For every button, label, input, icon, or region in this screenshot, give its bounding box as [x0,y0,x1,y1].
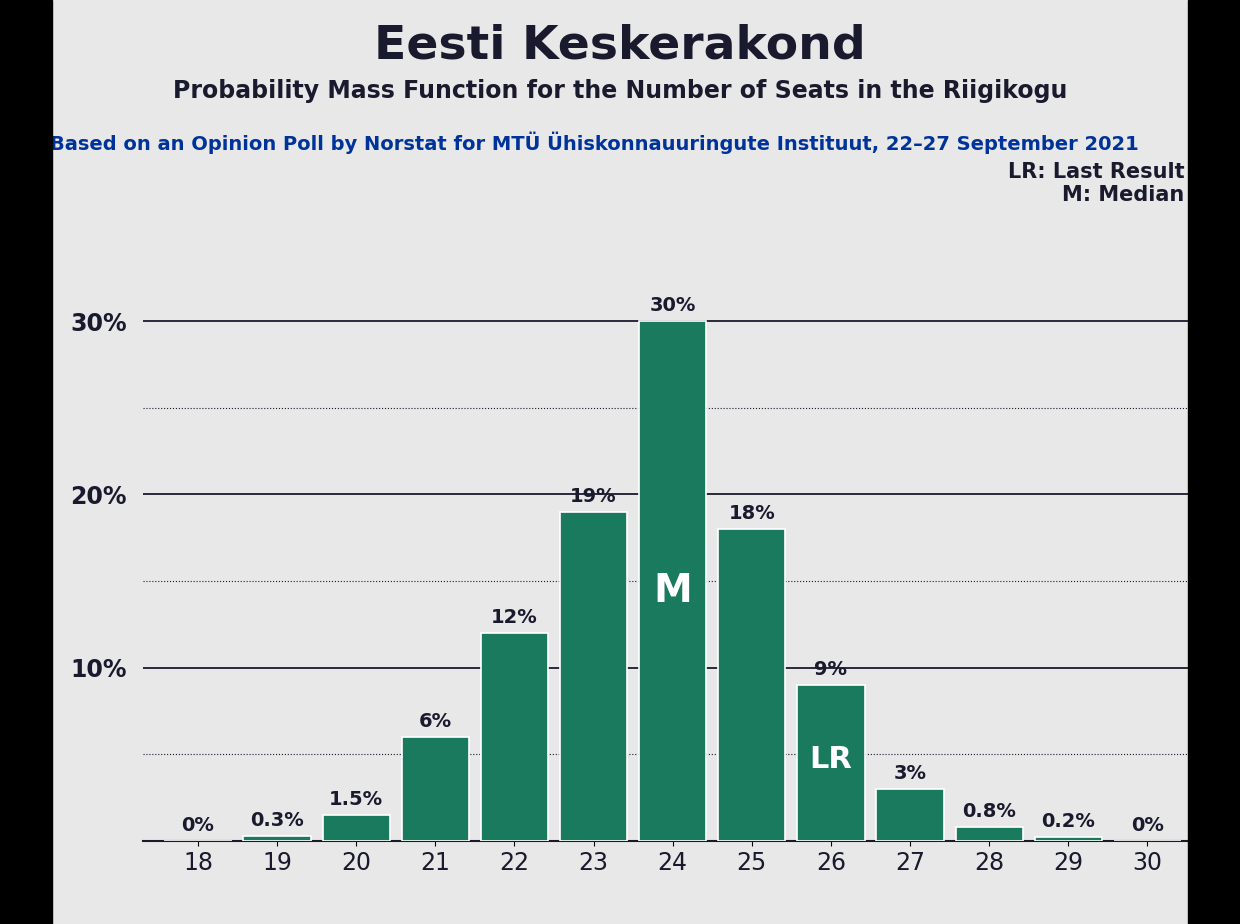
Bar [956,827,1023,841]
Text: Probability Mass Function for the Number of Seats in the Riigikogu: Probability Mass Function for the Number… [172,79,1068,103]
Text: © 2021 Filip van Laenen: © 2021 Filip van Laenen [1220,394,1230,530]
Bar [481,633,548,841]
Text: LR: Last Result: LR: Last Result [1008,162,1184,182]
Text: 18%: 18% [728,504,775,523]
Bar [639,322,707,841]
Bar [402,737,469,841]
Bar [560,512,627,841]
Bar [797,685,864,841]
Bar [322,815,389,841]
Text: 3%: 3% [894,764,926,783]
Text: 12%: 12% [491,608,538,626]
Text: 9%: 9% [815,660,847,679]
Text: 1.5%: 1.5% [329,790,383,808]
Bar [718,529,785,841]
Text: Eesti Keskerakond: Eesti Keskerakond [374,23,866,68]
Text: M: Median: M: Median [1061,185,1184,205]
Bar [1034,837,1102,841]
Text: 0.2%: 0.2% [1042,812,1095,832]
Text: 0%: 0% [1131,816,1164,834]
Text: 0.8%: 0.8% [962,802,1016,821]
Bar [877,789,944,841]
Text: 19%: 19% [570,487,616,505]
Text: Based on an Opinion Poll by Norstat for MTÜ Ühiskonnauuringute Instituut, 22–27 : Based on an Opinion Poll by Norstat for … [50,131,1138,153]
Text: M: M [653,572,692,611]
Text: 0%: 0% [181,816,215,834]
Text: 0.3%: 0.3% [250,810,304,830]
Bar [243,835,311,841]
Text: LR: LR [810,746,852,774]
Text: 30%: 30% [650,296,696,315]
Text: 6%: 6% [419,711,451,731]
